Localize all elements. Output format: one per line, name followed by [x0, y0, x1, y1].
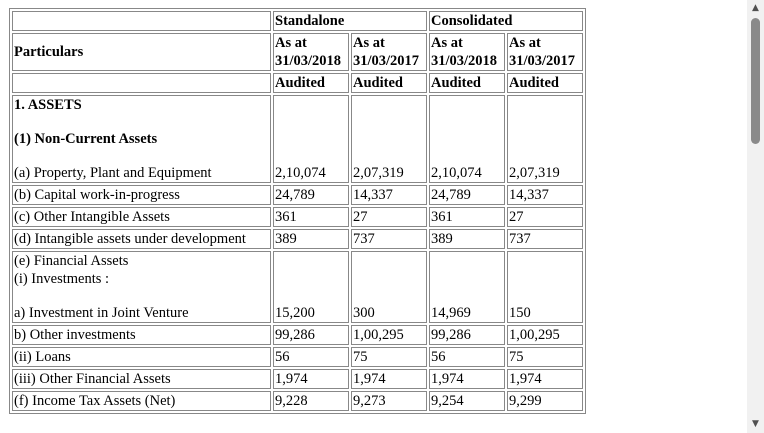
as-at-label: As at [353, 35, 385, 51]
table-row: 1. ASSETS (1) Non-Current Assets (a) Pro… [12, 95, 583, 183]
particulars-cell: (e) Financial Assets (i) Investments : a… [12, 251, 271, 323]
header-date-cell: As at 31/03/2017 [351, 33, 427, 71]
spacer [14, 288, 269, 304]
header-row-audited: Audited Audited Audited Audited [12, 73, 583, 93]
value-cell: 2,07,319 [507, 95, 583, 183]
value-cell: 27 [507, 207, 583, 227]
value-cell: 24,789 [273, 185, 349, 205]
header-consolidated: Consolidated [429, 11, 583, 31]
value-cell: 9,273 [351, 391, 427, 411]
value-cell: 9,299 [507, 391, 583, 411]
section-noncurrent: (1) Non-Current Assets [14, 131, 158, 147]
value-cell: 1,974 [273, 369, 349, 389]
value-cell: 14,969 [429, 251, 505, 323]
value-cell: 2,10,074 [429, 95, 505, 183]
value-cell: 361 [429, 207, 505, 227]
vertical-scrollbar[interactable]: ▲ ▼ [747, 0, 764, 433]
value-cell: 2,07,319 [351, 95, 427, 183]
audited-label: Audited [351, 73, 427, 93]
section-assets: 1. ASSETS [14, 97, 82, 113]
value-cell: 1,00,295 [507, 325, 583, 345]
table-row: (d) Intangible assets under development … [12, 229, 583, 249]
value-cell: 56 [273, 347, 349, 367]
as-at-label: As at [275, 35, 307, 51]
date-label: 31/03/2018 [275, 53, 342, 69]
value-cell: 9,228 [273, 391, 349, 411]
header-empty-cell [12, 11, 271, 31]
header-standalone: Standalone [273, 11, 427, 31]
value-cell: 389 [429, 229, 505, 249]
date-label: 31/03/2018 [431, 53, 498, 69]
audited-label: Audited [273, 73, 349, 93]
scrollbar-thumb[interactable] [751, 18, 760, 144]
header-date-cell: As at 31/03/2018 [429, 33, 505, 71]
value-cell: 99,286 [273, 325, 349, 345]
value-cell: 75 [351, 347, 427, 367]
spacer [14, 114, 269, 130]
date-label: 31/03/2017 [353, 53, 420, 69]
value-cell: 9,254 [429, 391, 505, 411]
table-row: (c) Other Intangible Assets 361 27 361 2… [12, 207, 583, 227]
table-row: (iii) Other Financial Assets 1,974 1,974… [12, 369, 583, 389]
value-cell: 56 [429, 347, 505, 367]
value-cell: 75 [507, 347, 583, 367]
value-cell: 737 [507, 229, 583, 249]
table-row: b) Other investments 99,286 1,00,295 99,… [12, 325, 583, 345]
row-label: b) Other investments [12, 325, 271, 345]
date-label: 31/03/2017 [509, 53, 576, 69]
row-label: (b) Capital work-in-progress [12, 185, 271, 205]
audited-label: Audited [429, 73, 505, 93]
value-cell: 15,200 [273, 251, 349, 323]
row-label: (d) Intangible assets under development [12, 229, 271, 249]
value-cell: 99,286 [429, 325, 505, 345]
value-cell: 24,789 [429, 185, 505, 205]
row-label: a) Investment in Joint Venture [14, 305, 189, 321]
as-at-label: As at [509, 35, 541, 51]
value-cell: 2,10,074 [273, 95, 349, 183]
value-cell: 361 [273, 207, 349, 227]
table-row: (b) Capital work-in-progress 24,789 14,3… [12, 185, 583, 205]
value-cell: 1,00,295 [351, 325, 427, 345]
header-particulars: Particulars [12, 33, 271, 71]
scroll-down-icon[interactable]: ▼ [752, 419, 759, 429]
balance-sheet-table: Standalone Consolidated Particulars As a… [9, 8, 586, 414]
spacer [14, 148, 269, 164]
as-at-label: As at [431, 35, 463, 51]
value-cell: 14,337 [507, 185, 583, 205]
value-cell: 300 [351, 251, 427, 323]
financial-results-page: Standalone Consolidated Particulars As a… [9, 8, 586, 414]
value-cell: 389 [273, 229, 349, 249]
scroll-up-icon[interactable]: ▲ [752, 3, 759, 13]
value-cell: 1,974 [507, 369, 583, 389]
row-label: (iii) Other Financial Assets [12, 369, 271, 389]
particulars-cell: 1. ASSETS (1) Non-Current Assets (a) Pro… [12, 95, 271, 183]
row-label: (f) Income Tax Assets (Net) [12, 391, 271, 411]
table-row: (f) Income Tax Assets (Net) 9,228 9,273 … [12, 391, 583, 411]
row-label: (c) Other Intangible Assets [12, 207, 271, 227]
value-cell: 14,337 [351, 185, 427, 205]
table-row: (ii) Loans 56 75 56 75 [12, 347, 583, 367]
header-date-cell: As at 31/03/2018 [273, 33, 349, 71]
value-cell: 1,974 [351, 369, 427, 389]
financial-assets-label: (e) Financial Assets [14, 253, 129, 269]
header-row-dates: Particulars As at 31/03/2018 As at 31/03/2… [12, 33, 583, 71]
row-label: (a) Property, Plant and Equipment [14, 165, 212, 181]
audited-label: Audited [507, 73, 583, 93]
value-cell: 150 [507, 251, 583, 323]
value-cell: 1,974 [429, 369, 505, 389]
header-empty-cell [12, 73, 271, 93]
value-cell: 27 [351, 207, 427, 227]
value-cell: 737 [351, 229, 427, 249]
header-row-groups: Standalone Consolidated [12, 11, 583, 31]
investments-label: (i) Investments : [14, 271, 110, 287]
row-label: (ii) Loans [12, 347, 271, 367]
header-date-cell: As at 31/03/2017 [507, 33, 583, 71]
table-row: (e) Financial Assets (i) Investments : a… [12, 251, 583, 323]
